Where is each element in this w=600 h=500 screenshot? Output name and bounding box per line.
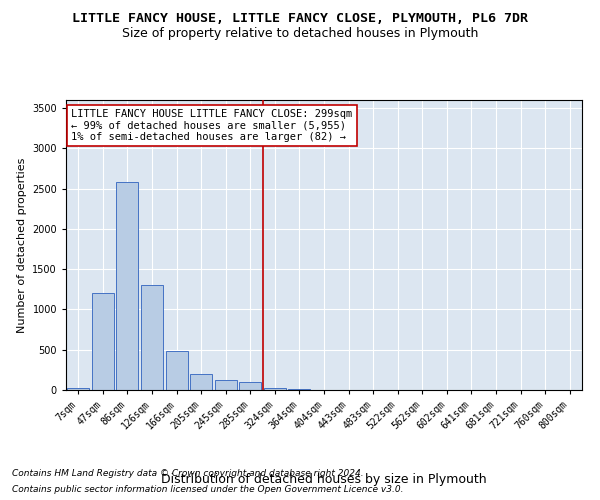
Text: Size of property relative to detached houses in Plymouth: Size of property relative to detached ho… [122,28,478,40]
Bar [166,352,188,390]
Bar [141,286,163,390]
Bar [92,294,114,390]
Bar [116,182,139,390]
Bar [67,388,89,390]
Bar [215,380,237,390]
Bar [289,389,310,390]
Text: Contains public sector information licensed under the Open Government Licence v3: Contains public sector information licen… [12,485,404,494]
Text: Contains HM Land Registry data © Crown copyright and database right 2024.: Contains HM Land Registry data © Crown c… [12,468,364,477]
Bar [239,382,262,390]
Bar [190,374,212,390]
Y-axis label: Number of detached properties: Number of detached properties [17,158,26,332]
X-axis label: Distribution of detached houses by size in Plymouth: Distribution of detached houses by size … [161,472,487,486]
Text: LITTLE FANCY HOUSE LITTLE FANCY CLOSE: 299sqm
← 99% of detached houses are small: LITTLE FANCY HOUSE LITTLE FANCY CLOSE: 2… [71,108,352,142]
Bar [264,388,286,390]
Text: LITTLE FANCY HOUSE, LITTLE FANCY CLOSE, PLYMOUTH, PL6 7DR: LITTLE FANCY HOUSE, LITTLE FANCY CLOSE, … [72,12,528,26]
